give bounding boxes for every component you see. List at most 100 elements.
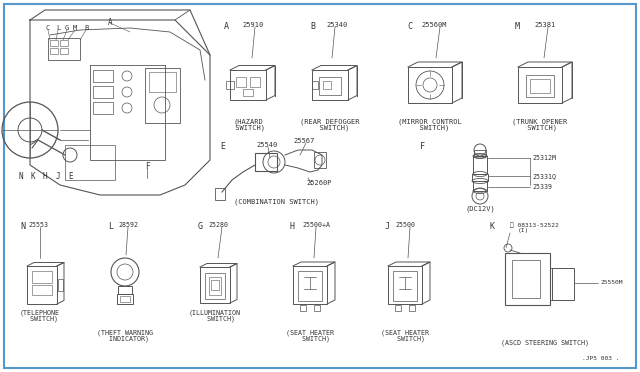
Bar [319, 77, 341, 95]
Text: SWITCH): SWITCH) [385, 336, 425, 343]
Bar [205, 273, 225, 299]
Bar [255, 153, 277, 171]
Bar [226, 81, 234, 89]
Bar [312, 70, 348, 100]
Bar [211, 280, 219, 290]
Text: Ⓢ 08313-52522: Ⓢ 08313-52522 [510, 222, 559, 228]
Text: 25381: 25381 [534, 22, 556, 28]
Bar [472, 174, 488, 181]
Text: 25331Q: 25331Q [532, 173, 556, 179]
Bar [230, 70, 266, 100]
Bar [60, 48, 68, 54]
Bar [512, 260, 540, 298]
Bar [298, 271, 322, 301]
Text: F: F [145, 162, 150, 171]
Bar [505, 253, 550, 305]
Text: SWITCH): SWITCH) [290, 336, 330, 343]
Bar [200, 267, 230, 303]
Text: B: B [310, 22, 315, 31]
Text: C: C [46, 25, 50, 31]
Bar [50, 40, 58, 46]
Bar [408, 67, 452, 103]
Bar [27, 266, 57, 304]
Text: (DC12V): (DC12V) [465, 205, 495, 212]
Text: (I): (I) [518, 228, 529, 233]
Text: INDICATOR): INDICATOR) [101, 336, 149, 343]
Bar [118, 286, 132, 294]
Text: SWITCH): SWITCH) [195, 316, 235, 323]
Text: E: E [220, 142, 225, 151]
Text: C: C [407, 22, 412, 31]
Text: A: A [108, 18, 112, 27]
Bar [474, 150, 486, 156]
Text: 25553: 25553 [28, 222, 48, 228]
Text: 25280: 25280 [208, 222, 228, 228]
Text: 28592: 28592 [118, 222, 138, 228]
Text: 25312M: 25312M [532, 155, 556, 161]
Text: K: K [30, 172, 35, 181]
Text: (HAZARD: (HAZARD [233, 118, 263, 125]
Bar [120, 296, 130, 302]
Text: 25567: 25567 [293, 138, 314, 144]
Bar [473, 181, 487, 191]
Bar [215, 188, 225, 200]
Bar [209, 277, 221, 295]
Text: A: A [224, 22, 229, 31]
Text: H: H [290, 222, 295, 231]
Text: L: L [108, 222, 113, 231]
Bar [300, 305, 306, 311]
Text: (THEFT WARNING: (THEFT WARNING [97, 330, 153, 337]
Text: 25500+A: 25500+A [302, 222, 330, 228]
Text: 25339: 25339 [532, 184, 552, 190]
Bar [530, 79, 550, 93]
Bar [32, 285, 52, 295]
Text: E: E [68, 172, 72, 181]
Text: H: H [42, 172, 47, 181]
Bar [293, 266, 327, 304]
Text: 25550M: 25550M [600, 280, 623, 285]
Text: (REAR DEFOGGER: (REAR DEFOGGER [300, 118, 360, 125]
Bar [60, 40, 68, 46]
Bar [243, 89, 253, 96]
Text: J: J [56, 172, 61, 181]
Text: 25340: 25340 [326, 22, 348, 28]
Bar [526, 75, 554, 97]
Text: J: J [385, 222, 390, 231]
Text: (SEAT HEATER: (SEAT HEATER [286, 330, 334, 337]
Text: L: L [56, 25, 60, 31]
Bar [473, 156, 487, 174]
Bar [393, 271, 417, 301]
Bar [149, 72, 176, 92]
Text: G: G [198, 222, 203, 231]
Text: (SEAT HEATER: (SEAT HEATER [381, 330, 429, 337]
Text: F: F [420, 142, 425, 151]
Bar [93, 70, 113, 82]
Bar [552, 268, 574, 300]
Bar [388, 266, 422, 304]
Bar [117, 294, 133, 304]
Bar [236, 77, 246, 87]
Text: G: G [65, 25, 69, 31]
Text: (TELEPHONE: (TELEPHONE [20, 310, 60, 317]
Bar [250, 77, 260, 87]
Text: (COMBINATION SWITCH): (COMBINATION SWITCH) [234, 198, 319, 205]
Text: SWITCH): SWITCH) [523, 124, 557, 131]
Bar [93, 102, 113, 114]
Text: B: B [84, 25, 88, 31]
Text: .JP5 003 .: .JP5 003 . [582, 356, 620, 361]
Text: 25910: 25910 [242, 22, 263, 28]
Bar [145, 68, 180, 123]
Bar [409, 305, 415, 311]
Bar [50, 48, 58, 54]
Bar [93, 86, 113, 98]
Text: 25260P: 25260P [306, 180, 332, 186]
Bar [48, 38, 80, 60]
Text: M: M [73, 25, 77, 31]
Text: SWITCH): SWITCH) [231, 124, 265, 131]
Text: 25500: 25500 [395, 222, 415, 228]
Bar [58, 279, 63, 291]
Bar [314, 152, 326, 168]
Text: M: M [515, 22, 520, 31]
Bar [314, 305, 320, 311]
Text: N: N [18, 172, 22, 181]
